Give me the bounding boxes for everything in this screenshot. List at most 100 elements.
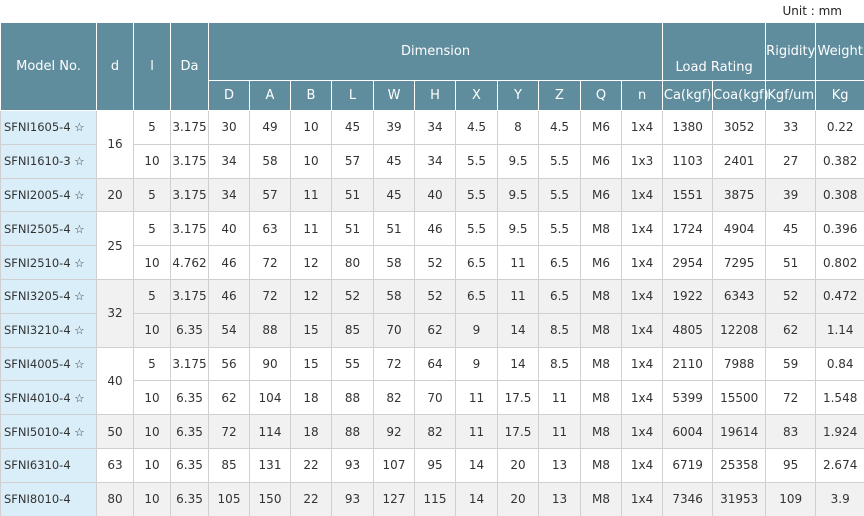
table-cell: 14: [497, 312, 539, 348]
model-cell: SFNI1605-4 ☆: [0, 110, 97, 145]
table-cell: 0.308: [815, 177, 864, 213]
table-cell: 85: [208, 447, 250, 483]
table-cell: M8: [580, 481, 622, 516]
d-cell: 63: [96, 447, 134, 483]
table-cell: 56: [208, 346, 250, 382]
header-cell: W: [373, 80, 415, 111]
table-cell: 1.14: [815, 312, 864, 348]
table-cell: 72: [208, 414, 250, 449]
table-cell: 72: [373, 346, 415, 382]
table-cell: M8: [580, 414, 622, 449]
table-cell: 11: [290, 211, 332, 247]
model-cell: SFNI4005-4 ☆: [0, 346, 97, 382]
table-cell: 6.35: [170, 481, 209, 516]
table-cell: 1x4: [620, 312, 664, 348]
table-cell: 45: [765, 211, 817, 247]
table-cell: 52: [331, 278, 374, 314]
table-cell: 6.5: [455, 278, 498, 314]
table-cell: 55: [331, 346, 374, 382]
table-cell: 58: [373, 278, 415, 314]
table-cell: M6: [580, 245, 622, 280]
table-cell: 4.5: [455, 110, 498, 145]
table-cell: 17.5: [497, 380, 539, 416]
table-cell: 88: [331, 414, 374, 449]
table-cell: 3.9: [815, 481, 864, 516]
table-cell: 3.175: [170, 278, 209, 314]
table-cell: 6.35: [170, 380, 209, 416]
table-cell: 4805: [662, 312, 714, 348]
table-cell: 3052: [712, 110, 767, 145]
table-cell: 10: [133, 447, 171, 483]
table-cell: 6.35: [170, 312, 209, 348]
table-cell: 9: [455, 312, 498, 348]
table-cell: 5: [133, 110, 171, 145]
header-cell: X: [455, 80, 498, 111]
table-cell: 2401: [712, 143, 767, 179]
table-cell: 11: [538, 380, 581, 416]
table-cell: 17.5: [497, 414, 539, 449]
table-cell: 5.5: [538, 211, 581, 247]
table-row: SFNI2505-4 ☆ 25 5 3.175 40 63 11 51 51 46 5.5 9.5 5.…: [0, 211, 864, 280]
table-cell: 10: [290, 110, 332, 145]
table-cell: 4.5: [538, 110, 581, 145]
table-cell: M8: [580, 346, 622, 382]
table-cell: 62: [414, 312, 456, 348]
table-cell: 3.175: [170, 211, 209, 247]
table-cell: 20: [497, 481, 539, 516]
table-cell: 46: [414, 211, 456, 247]
header-cell: Dimension: [207, 22, 664, 81]
table-cell: 20: [497, 447, 539, 483]
table-cell: 14: [497, 346, 539, 382]
table-cell: 34: [208, 143, 250, 179]
table-cell: 10: [133, 380, 171, 416]
table-cell: 52: [765, 278, 817, 314]
table-cell: 8.5: [538, 346, 581, 382]
table-cell: 51: [373, 211, 415, 247]
header-cell: Kg: [815, 80, 864, 111]
table-cell: 11: [497, 245, 539, 280]
table-cell: 7346: [662, 481, 714, 516]
table-cell: 5399: [662, 380, 714, 416]
table-cell: 15: [290, 346, 332, 382]
table-cell: 82: [373, 380, 415, 416]
table-cell: 62: [208, 380, 250, 416]
header-cell: l: [133, 22, 171, 111]
header-cell: Da: [170, 22, 209, 111]
table-cell: 5: [133, 278, 171, 314]
table-cell: 0.802: [815, 245, 864, 280]
d-cell: 25: [96, 211, 134, 280]
table-cell: 2110: [662, 346, 714, 382]
table-cell: 51: [765, 245, 817, 280]
table-cell: 15: [290, 312, 332, 348]
d-cell: 50: [96, 414, 134, 449]
table-row: SFNI5010-4 ☆ 50 10 6.35 72 114 18 88 92 82 11 17.5 1…: [0, 414, 864, 449]
model-cell: SFNI2505-4 ☆: [0, 211, 97, 247]
table-cell: 5: [133, 211, 171, 247]
table-cell: 3875: [712, 177, 767, 213]
table-cell: 52: [414, 278, 456, 314]
table-cell: 1x4: [620, 346, 664, 382]
header-cell: D: [208, 80, 250, 111]
table-row: SFNI2510-4 ☆ 10 4.762 46 72 12 80 58 52 6.5 11 6.5 M…: [0, 245, 864, 280]
table-cell: 12208: [712, 312, 767, 348]
table-cell: 5.5: [538, 177, 581, 213]
table-cell: 58: [373, 245, 415, 280]
table-cell: 34: [414, 110, 456, 145]
model-cell: SFNI5010-4 ☆: [0, 414, 97, 449]
table-cell: 14: [455, 447, 498, 483]
header-cell: Kgf/um: [765, 80, 817, 111]
table-cell: 0.382: [815, 143, 864, 179]
table-cell: 131: [249, 447, 291, 483]
table-cell: 5: [133, 346, 171, 382]
table-cell: 95: [414, 447, 456, 483]
table-row: SFNI1605-4 ☆ 16 5 3.175 30 49 10 45 39 34 4.5 8 4.5 M…: [0, 110, 864, 179]
table-cell: 83: [765, 414, 817, 449]
table-cell: 31953: [712, 481, 767, 516]
table-cell: 62: [765, 312, 817, 348]
header-cell: Weight: [815, 22, 864, 81]
table-cell: 104: [249, 380, 291, 416]
table-cell: 57: [331, 143, 374, 179]
table-cell: 1922: [662, 278, 714, 314]
model-cell: SFNI3205-4 ☆: [0, 278, 97, 314]
table-cell: M6: [580, 110, 622, 145]
